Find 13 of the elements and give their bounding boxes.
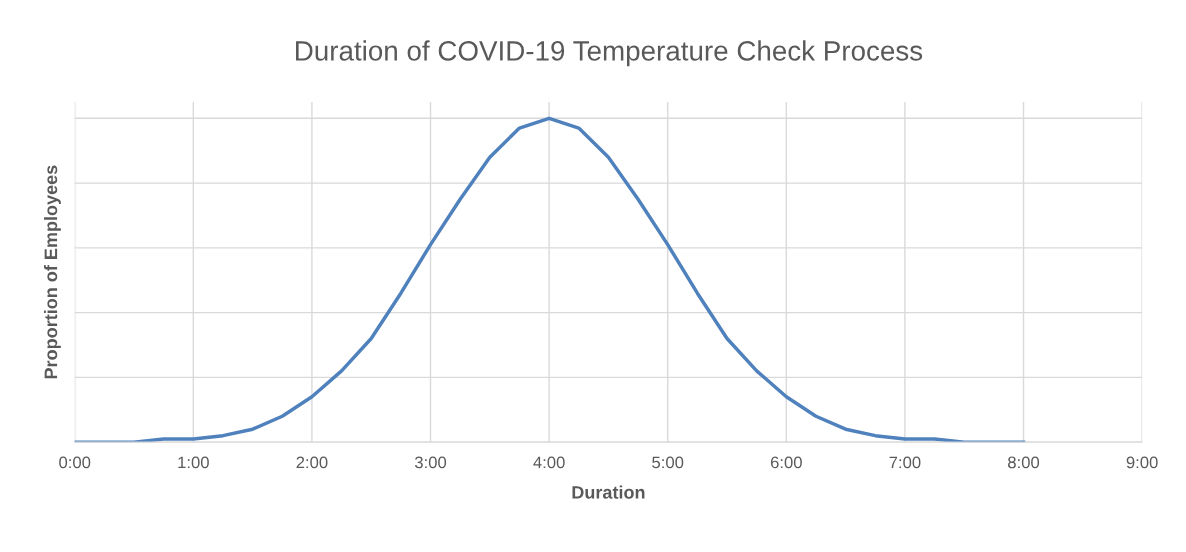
x-tick-label: 9:00 xyxy=(1126,456,1158,469)
x-tick-label: 4:00 xyxy=(533,456,565,469)
x-tick-label: 8:00 xyxy=(1008,456,1040,469)
x-tick-label: 5:00 xyxy=(652,456,684,469)
x-tick-label: 6:00 xyxy=(770,456,802,469)
x-tick-label: 2:00 xyxy=(296,456,328,469)
x-tick-label: 0:00 xyxy=(59,456,91,469)
y-axis-title: Proportion of Employees xyxy=(44,165,61,379)
x-tick-label: 3:00 xyxy=(414,456,447,469)
chart-title: Duration of COVID-19 Temperature Check Process xyxy=(296,40,923,67)
x-axis-title: Duration xyxy=(572,485,645,499)
x-tick-label: 7:00 xyxy=(889,456,921,469)
x-tick-label: 1:00 xyxy=(178,456,209,469)
